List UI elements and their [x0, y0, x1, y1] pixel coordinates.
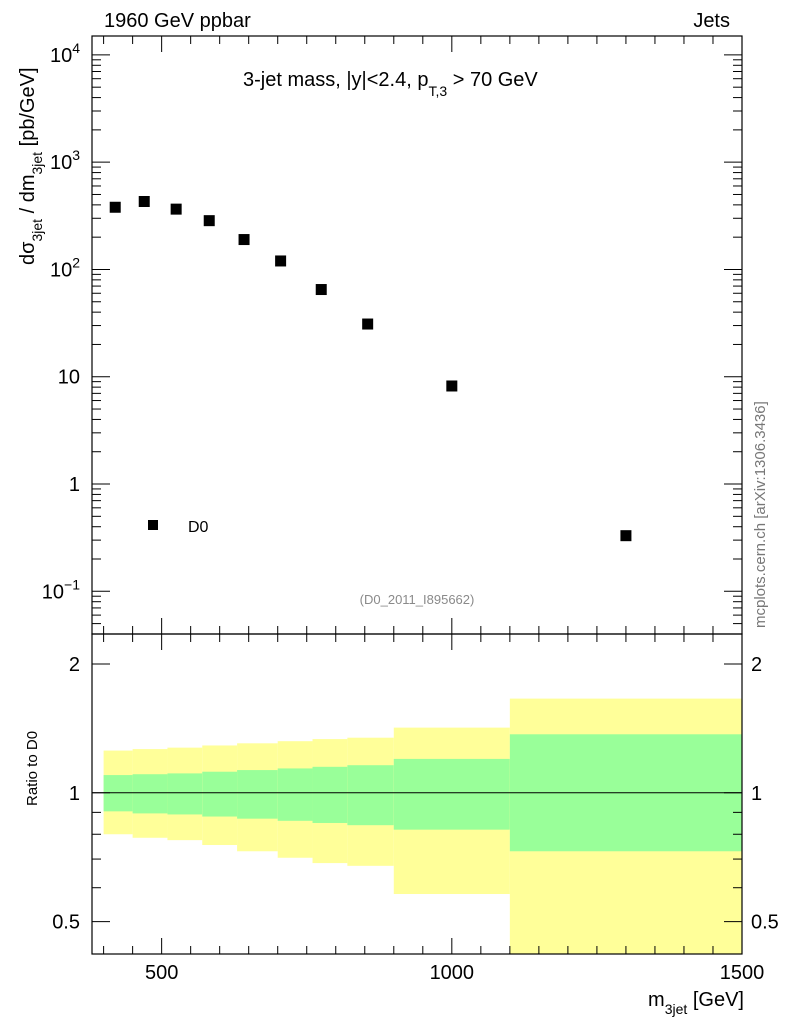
- y-tick-label-exp: −1: [64, 576, 80, 592]
- legend-marker: [148, 520, 158, 530]
- data-point: [275, 255, 287, 267]
- data-point: [620, 530, 632, 542]
- y-tick-label: 102: [50, 254, 80, 281]
- y-tick-label-exp: 3: [72, 147, 80, 163]
- main-panel-frame: [91, 35, 743, 635]
- y-axis-label: dσ3jet / dm3jet [pb/GeV]: [17, 67, 45, 265]
- ratio-y-tick-label-left: 1: [69, 783, 80, 805]
- analysis-id: (D0_2011_I895662): [360, 592, 475, 607]
- y-tick-label-base: 10: [50, 45, 72, 67]
- data-point: [238, 234, 250, 246]
- y-tick-label: 10−1: [42, 576, 80, 603]
- y-axis-label-sub1: 3jet: [29, 219, 45, 242]
- y-tick-label-exp: 4: [72, 40, 80, 56]
- main-panel-ticks: [92, 36, 743, 635]
- y-tick-label: 10: [58, 367, 80, 389]
- ratio-panel: 0.5 0.5 1 1 2 2 500 1000 1500 Ratio to D0 m3jet…: [24, 633, 779, 1017]
- y-tick-label: 104: [50, 40, 80, 67]
- ratio-band-inner: [132, 774, 168, 814]
- y-tick-label-base: 10: [50, 259, 72, 281]
- data-point: [203, 215, 215, 227]
- ratio-band-inner: [277, 768, 313, 821]
- x-tick-label: 500: [145, 962, 178, 984]
- y-tick-label-exp: 2: [72, 254, 80, 270]
- y-tick-label: 1: [69, 474, 80, 496]
- data-points: [109, 195, 632, 542]
- data-point: [446, 380, 458, 392]
- ratio-y-tick-label-left: 0.5: [52, 912, 80, 934]
- y-axis-label-mid: / dm: [17, 175, 39, 219]
- ratio-bands: [103, 698, 742, 954]
- x-tick-label: 1000: [430, 962, 475, 984]
- y-tick-label: 103: [50, 147, 80, 174]
- y-axis-label-sub2: 3jet: [29, 152, 45, 175]
- x-tick-labels: 500 1000 1500: [145, 962, 764, 984]
- ratio-y-tick-labels: 0.5 0.5 1 1 2 2: [52, 654, 779, 934]
- header-energy: 1960 GeV ppbar: [104, 10, 251, 32]
- x-tick-label: 1500: [720, 962, 765, 984]
- ratio-band-inner: [167, 773, 203, 815]
- plot-title-rest: > 70 GeV: [447, 69, 538, 91]
- x-axis-label: m3jet [GeV]: [648, 989, 744, 1017]
- ratio-band-inner: [312, 766, 348, 823]
- ratio-panel-frame: [91, 633, 743, 955]
- ratio-band-inner: [347, 765, 394, 826]
- y-axis-label-unit: [pb/GeV]: [17, 67, 39, 152]
- data-point: [109, 201, 121, 213]
- ratio-y-tick-label-right: 2: [751, 654, 762, 676]
- y-tick-label-base: 1: [69, 474, 80, 496]
- ratio-y-tick-label-right: 0.5: [751, 912, 779, 934]
- plot-title-sub: T,3: [428, 83, 447, 99]
- data-point: [138, 195, 150, 207]
- data-point: [362, 318, 374, 330]
- data-point: [170, 203, 182, 215]
- ratio-band-inner: [237, 770, 278, 819]
- ratio-band-inner: [393, 758, 510, 830]
- ratio-band-inner: [202, 771, 238, 817]
- y-axis-label-d: d: [17, 254, 39, 265]
- plot-title: 3-jet mass, |y|<2.4, pT,3 > 70 GeV: [243, 69, 538, 99]
- ratio-y-tick-label-left: 2: [69, 654, 80, 676]
- x-axis-label-sub: 3jet: [665, 1001, 688, 1017]
- plot-title-main: 3-jet mass, |y|<2.4, p: [243, 69, 428, 91]
- y-tick-label-base: 10: [42, 581, 64, 603]
- y-axis-label-sigma: σ: [17, 241, 39, 254]
- x-axis-label-unit: [GeV]: [687, 989, 744, 1011]
- x-axis-label-m: m: [648, 989, 665, 1011]
- ratio-y-tick-label-right: 1: [751, 783, 762, 805]
- data-point: [315, 284, 327, 296]
- ratio-panel-ticks: [92, 634, 743, 954]
- watermark: mcplots.cern.ch [arXiv:1306.3436]: [752, 401, 769, 628]
- legend-label: D0: [188, 519, 209, 536]
- ratio-y-axis-label: Ratio to D0: [24, 731, 41, 806]
- y-tick-label-base: 10: [58, 367, 80, 389]
- header-process: Jets: [693, 10, 730, 32]
- y-tick-label-base: 10: [50, 152, 72, 174]
